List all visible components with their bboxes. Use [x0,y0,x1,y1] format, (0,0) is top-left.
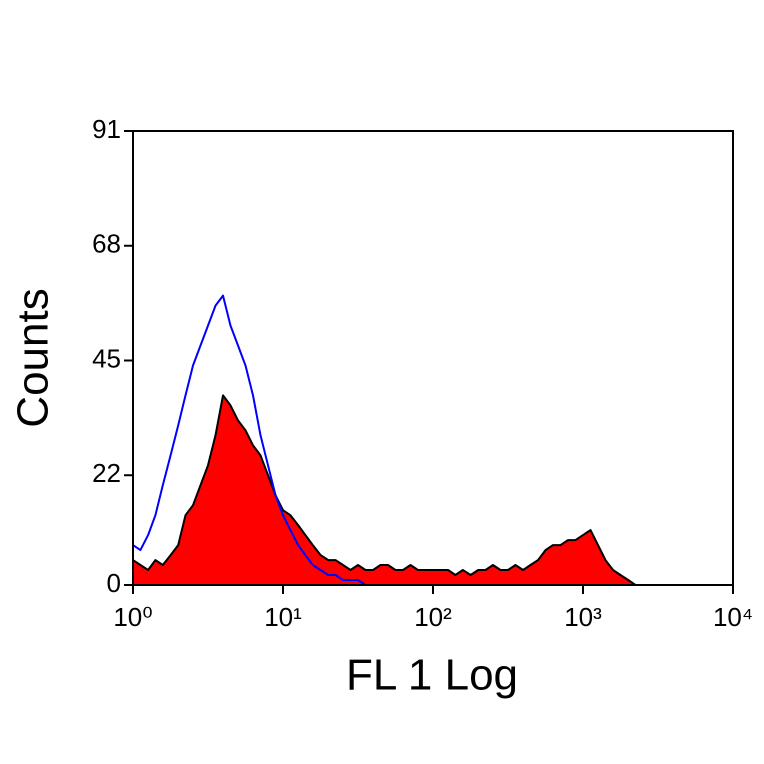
histogram-line [132,294,367,586]
histogram-area [132,394,637,586]
x-axis-label: FL 1 Log [346,651,518,700]
x-tick-label: 10² [414,602,452,632]
y-tick-label: 91 [92,114,121,144]
x-tick-label: 10¹ [264,602,302,632]
x-tick-label: 10⁰ [113,602,152,632]
x-tick-label: 10³ [564,602,602,632]
y-tick-label: 68 [92,229,121,259]
y-tick-label: 45 [92,343,121,373]
y-tick-label: 0 [107,568,121,598]
y-axis-label: Counts [9,288,58,427]
y-tick-label: 22 [92,458,121,488]
x-tick-label: 10⁴ [713,602,753,632]
